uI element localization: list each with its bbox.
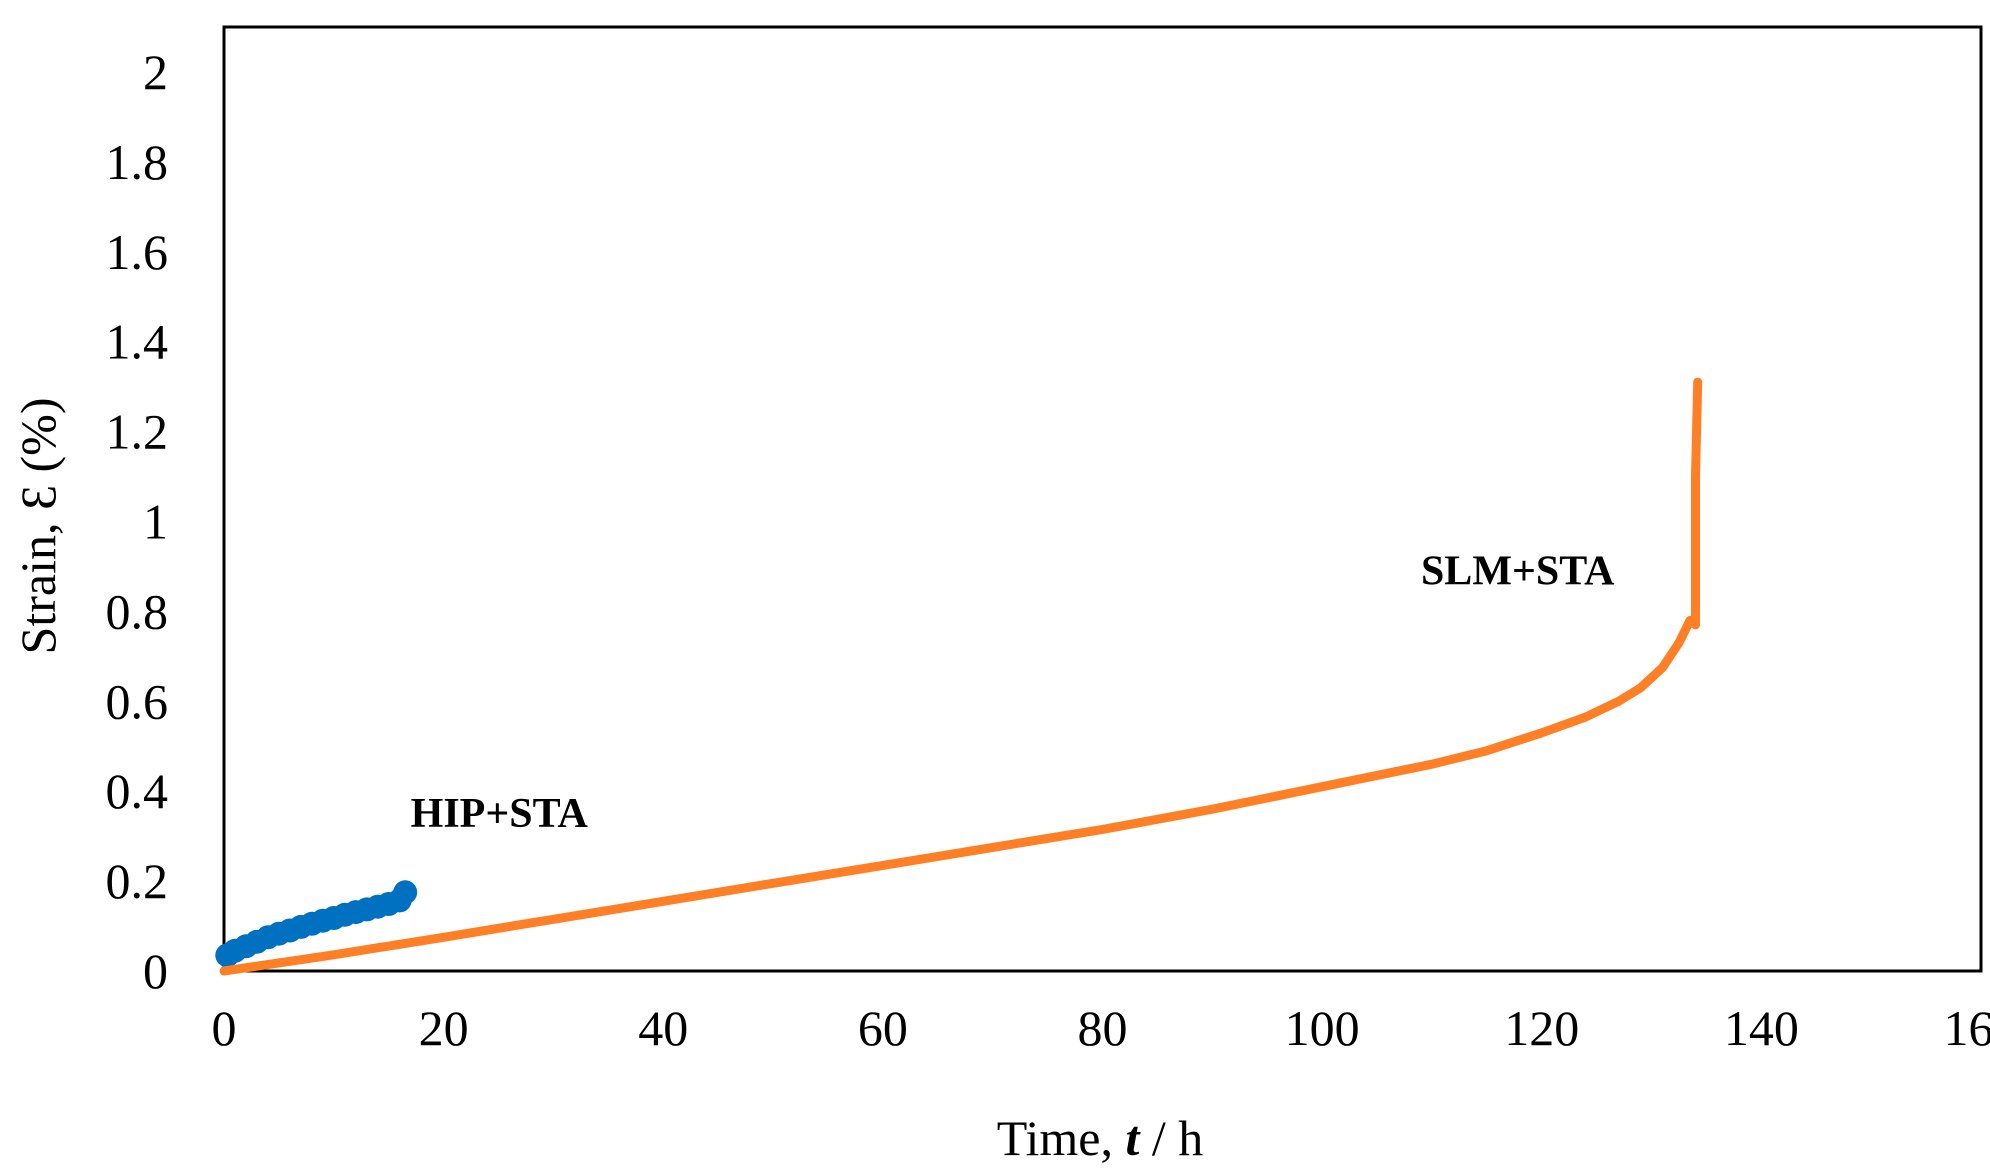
x-tick-label: 120 [1504, 1000, 1579, 1056]
x-tick-label: 140 [1724, 1000, 1799, 1056]
x-axis-title-suffix: / h [1139, 1110, 1203, 1166]
y-tick-label: 1.6 [106, 224, 169, 280]
series-layer [215, 377, 1703, 976]
x-tick-label: 160 [1944, 1000, 1990, 1056]
y-axis-title: Strain, Ɛ (%) [10, 398, 66, 655]
y-tick-label: 0 [143, 943, 168, 999]
x-tick-label: 0 [212, 1000, 237, 1056]
x-tick-label: 40 [638, 1000, 688, 1056]
x-tick-label: 60 [858, 1000, 908, 1056]
y-tick-label: 1.8 [106, 134, 169, 190]
x-axis-title-variable: t [1125, 1110, 1141, 1166]
series-label-slm-sta: SLM+STA [1421, 548, 1615, 594]
y-axis-tick-labels: 0 0.2 0.4 0.6 0.8 1 1.2 1.4 1.6 1.8 2 [106, 44, 169, 999]
plot-area [222, 25, 1983, 973]
x-axis-title-prefix: Time, [997, 1110, 1126, 1166]
x-tick-label: 20 [419, 1000, 469, 1056]
x-axis-title: Time, t / h [997, 1110, 1204, 1166]
x-axis-tick-labels: 0 20 40 60 80 100 120 140 160 [212, 1000, 1990, 1056]
y-tick-label: 2 [143, 44, 168, 100]
annotation-layer: HIP+STA SLM+STA [411, 548, 1615, 837]
series-label-hip-sta: HIP+STA [411, 791, 589, 837]
plot-frame [222, 25, 1983, 973]
y-tick-label: 0.2 [106, 853, 169, 909]
y-tick-label: 0.8 [106, 583, 169, 639]
y-tick-label: 0.4 [106, 763, 169, 819]
x-tick-label: 80 [1078, 1000, 1128, 1056]
y-tick-label: 1 [143, 493, 168, 549]
y-tick-label: 1.2 [106, 404, 169, 460]
y-tick-label: 0.6 [106, 673, 169, 729]
y-tick-label: 1.4 [106, 314, 169, 370]
data-point-hip-sta [393, 880, 418, 905]
series-line-slm-sta [219, 377, 1703, 976]
x-tick-label: 100 [1285, 1000, 1360, 1056]
